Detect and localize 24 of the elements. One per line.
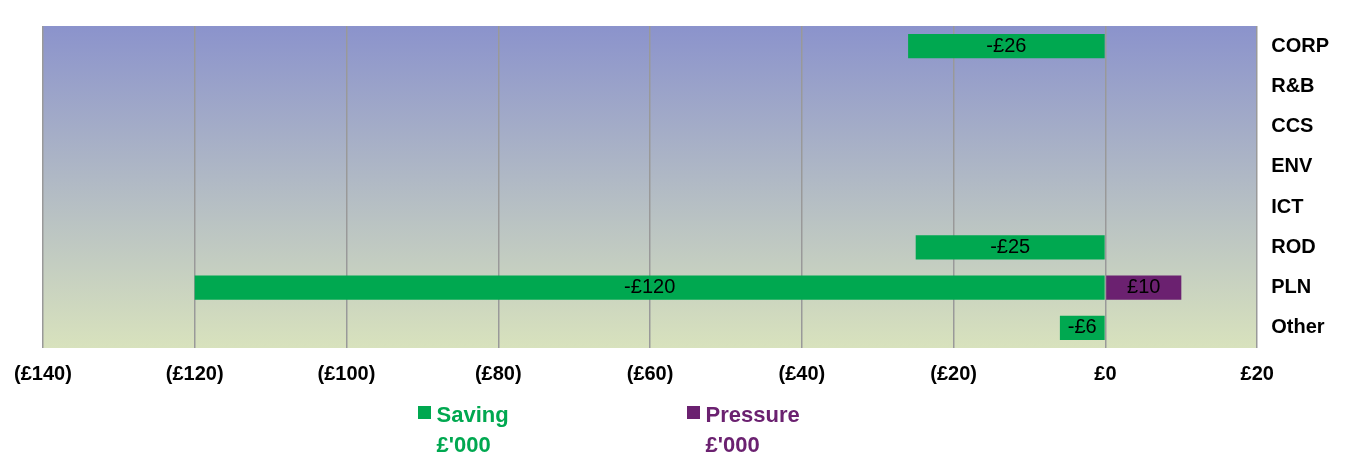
x-tick-label: (£20) xyxy=(930,361,977,384)
x-tick-label: (£40) xyxy=(778,361,826,384)
data-label: -£26 xyxy=(986,33,1027,56)
x-tick-label: (£120) xyxy=(165,361,224,384)
y-tick-label: R&B xyxy=(1271,73,1315,96)
data-label: -£25 xyxy=(990,234,1031,257)
x-tick-label: £20 xyxy=(1240,361,1274,384)
legend-label: Saving £'000 xyxy=(436,401,510,459)
y-tick-label: Other xyxy=(1271,315,1325,338)
x-tick-label: (£80) xyxy=(474,361,522,384)
legend-label: Pressure £'000 xyxy=(705,401,800,459)
x-tick-label: (£100) xyxy=(317,361,376,384)
y-tick-label: ROD xyxy=(1271,234,1316,257)
y-tick-label: ENV xyxy=(1271,154,1313,177)
x-tick-label: (£140) xyxy=(14,361,72,384)
data-label: £10 xyxy=(1127,275,1161,298)
y-tick-label: CCS xyxy=(1271,114,1314,137)
y-tick-label: ICT xyxy=(1271,194,1304,217)
y-tick-label: PLN xyxy=(1271,275,1312,298)
data-label: -£6 xyxy=(1067,315,1097,338)
x-tick-label: £0 xyxy=(1094,361,1117,384)
x-tick-label: (£60) xyxy=(626,361,674,384)
y-tick-label: CORP xyxy=(1271,33,1330,56)
data-label: -£120 xyxy=(624,275,676,298)
